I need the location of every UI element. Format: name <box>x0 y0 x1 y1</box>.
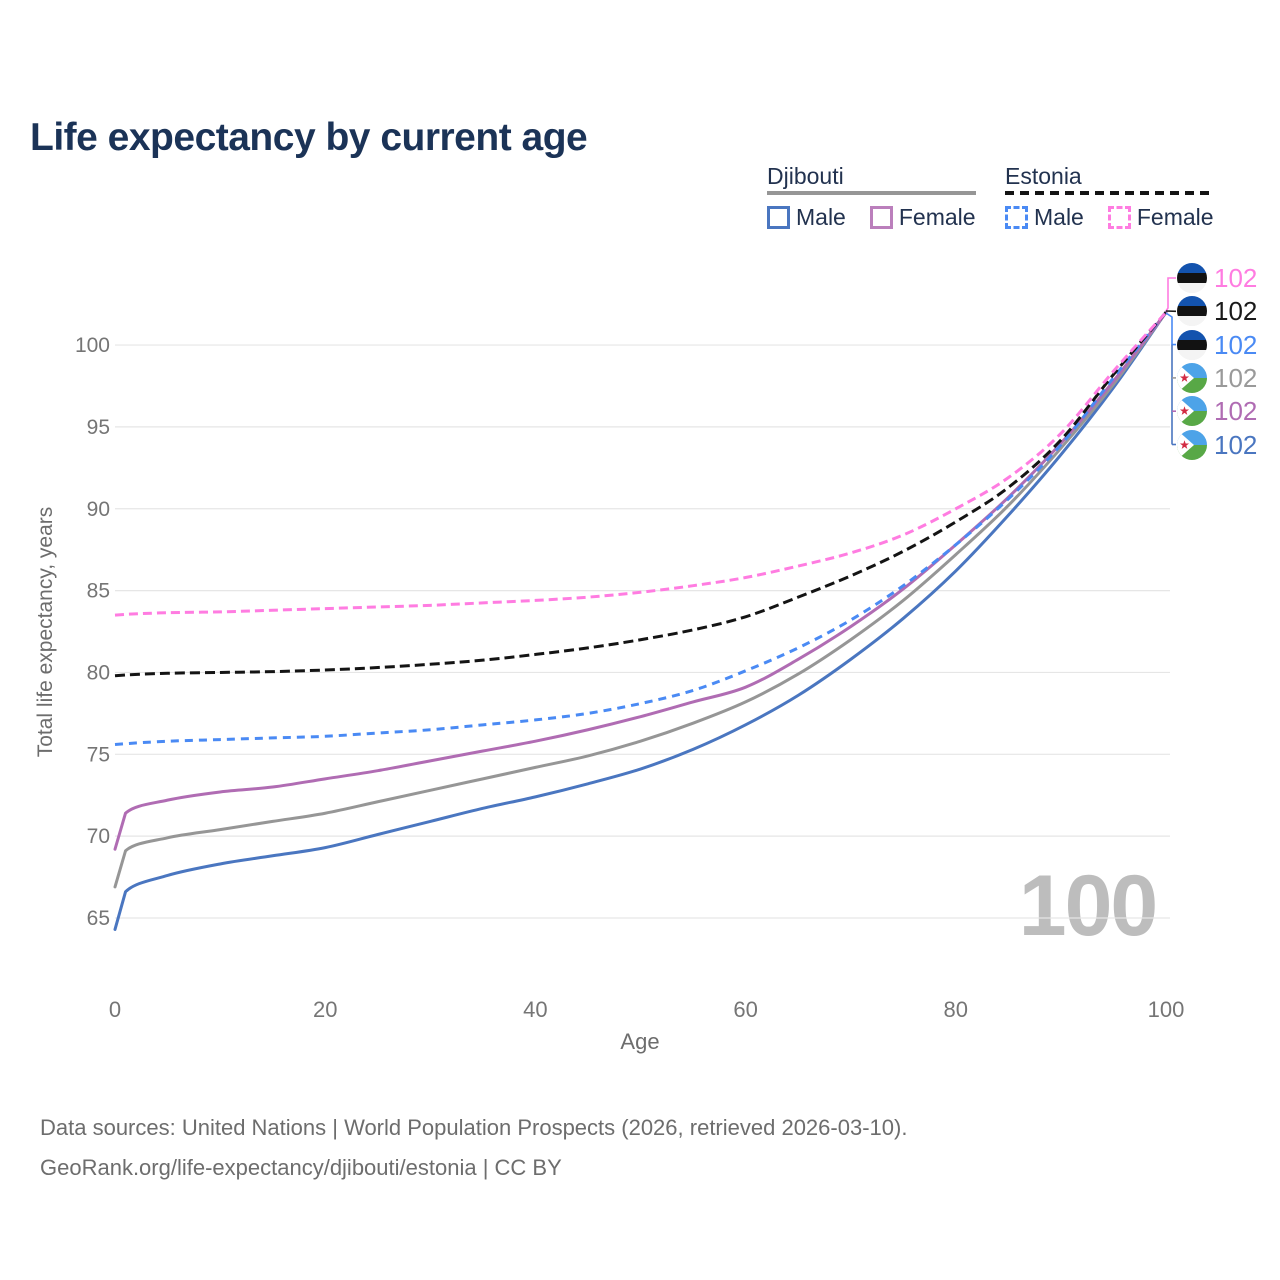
footer-data-sources: Data sources: United Nations | World Pop… <box>40 1115 908 1140</box>
endpoint-row: 102 <box>1177 329 1258 360</box>
y-tick-label: 80 <box>87 661 110 684</box>
y-tick-label: 75 <box>87 743 110 766</box>
legend-group-title: Djibouti <box>767 163 844 189</box>
legend-linestyle-swatch <box>1005 191 1214 195</box>
age-watermark: 100 <box>1018 858 1159 954</box>
endpoint-row: 102 <box>1177 396 1258 427</box>
djibouti-flag-icon <box>1177 396 1207 427</box>
endpoint-value: 102 <box>1214 429 1258 460</box>
endpoint-value: 102 <box>1214 296 1258 327</box>
estonia-flag-icon <box>1177 329 1207 360</box>
legend-item-estonia-male: Male <box>1005 204 1084 231</box>
legend-item-label: Male <box>796 204 846 230</box>
endpoint-row: 102 <box>1177 263 1257 293</box>
color-swatch <box>1107 206 1131 229</box>
page-title: Life expectancy by current age <box>30 116 588 160</box>
legend-item-label: Female <box>1136 204 1214 230</box>
y-tick-label: 95 <box>87 416 110 439</box>
legend-item-label: Female <box>898 204 976 230</box>
leader-line <box>1165 277 1176 312</box>
x-tick-label: 40 <box>523 997 547 1022</box>
endpoint-row: 102 <box>1177 296 1258 327</box>
x-tick-label: 20 <box>313 997 337 1022</box>
legend-item-djibouti-male: Male <box>767 204 846 231</box>
legend: Djibouti Male Female Estonia Male Female <box>767 163 1214 231</box>
djibouti-flag-icon <box>1177 429 1207 460</box>
color-swatch <box>869 206 893 229</box>
x-tick-label: 100 <box>1148 997 1185 1022</box>
legend-group-title: Estonia <box>1005 163 1082 189</box>
series-line-estonia-female <box>114 311 1168 617</box>
color-swatch <box>1005 206 1028 229</box>
legend-item-label: Male <box>1034 204 1084 230</box>
y-tick-label: 85 <box>87 580 110 603</box>
estonia-flag-icon <box>1177 263 1207 293</box>
estonia-flag-icon <box>1177 296 1207 327</box>
series-line-djibouti-male <box>113 310 1168 931</box>
endpoint-value: 102 <box>1214 263 1258 293</box>
legend-group-djibouti: Djibouti Male Female <box>767 163 976 231</box>
leader-line <box>1165 312 1176 346</box>
series-line-djibouti-total <box>113 310 1168 889</box>
y-tick-label: 100 <box>75 334 110 357</box>
legend-linestyle-swatch <box>767 191 976 195</box>
y-tick-label: 90 <box>87 498 110 521</box>
endpoint-value: 102 <box>1214 396 1258 427</box>
legend-item-estonia-female: Female <box>1107 204 1214 231</box>
djibouti-flag-icon <box>1177 362 1207 393</box>
x-tick-label: 80 <box>944 997 968 1022</box>
series-line-estonia-male <box>114 311 1168 746</box>
x-axis-title: Age <box>620 1029 660 1054</box>
y-tick-label: 70 <box>87 825 110 848</box>
color-swatch <box>767 206 790 229</box>
footer-attribution: GeoRank.org/life-expectancy/djibouti/est… <box>40 1155 562 1180</box>
endpoint-row: 102 <box>1177 362 1258 393</box>
y-tick-label: 65 <box>87 907 110 930</box>
endpoint-value: 102 <box>1214 329 1258 360</box>
endpoint-row: 102 <box>1177 429 1258 460</box>
legend-item-djibouti-female: Female <box>869 204 976 231</box>
x-tick-label: 60 <box>733 997 757 1022</box>
series-line-estonia-total <box>114 311 1168 678</box>
x-tick-label: 0 <box>109 997 121 1022</box>
endpoint-value: 102 <box>1214 362 1258 393</box>
footer: Data sources: United Nations | World Pop… <box>40 1108 907 1188</box>
legend-group-estonia: Estonia Male Female <box>1005 163 1214 231</box>
